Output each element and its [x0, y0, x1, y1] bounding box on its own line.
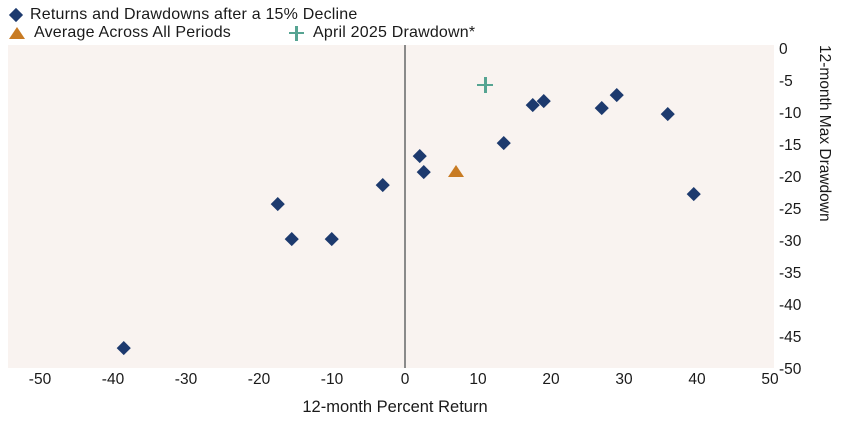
x-tick-label: -30 — [174, 371, 198, 388]
x-tick-label: -50 — [28, 371, 52, 388]
legend-label-average: Average Across All Periods — [34, 24, 232, 41]
x-tick-label: 20 — [542, 371, 560, 388]
x-tick-label: -40 — [101, 371, 125, 388]
y-tick-label: -35 — [779, 265, 802, 282]
y-tick-label: -25 — [779, 201, 802, 218]
y-axis-title: 12-month Max Drawdown — [816, 45, 833, 222]
plus-legend-icon — [289, 25, 304, 41]
zero-reference-line — [404, 45, 406, 368]
x-tick-label: 30 — [615, 371, 633, 388]
x-axis-title: 12-month Percent Return — [302, 398, 488, 416]
average-triangle-marker — [448, 164, 465, 177]
y-tick-label: -10 — [779, 105, 802, 122]
april-2025-plus-marker — [477, 77, 494, 94]
y-tick-label: -30 — [779, 233, 802, 250]
x-tick-label: -10 — [320, 371, 344, 388]
y-tick-label: 0 — [779, 41, 788, 58]
y-tick-label: -20 — [779, 169, 802, 186]
x-tick-label: -20 — [247, 371, 271, 388]
y-tick-label: -40 — [779, 297, 802, 314]
y-tick-label: -15 — [779, 137, 802, 154]
legend-label-returns: Returns and Drawdowns after a 15% Declin… — [30, 6, 358, 23]
x-tick-label: 40 — [688, 371, 706, 388]
x-tick-label: 10 — [469, 371, 487, 388]
y-tick-label: -5 — [779, 73, 793, 90]
x-tick-label: 50 — [761, 371, 779, 388]
legend-row-3: April 2025 Drawdown* — [289, 24, 475, 42]
plot-area — [8, 45, 774, 368]
legend-row-2: Average Across All Periods — [9, 24, 231, 42]
legend-row-1: Returns and Drawdowns after a 15% Declin… — [8, 6, 358, 24]
x-tick-label: 0 — [400, 371, 410, 388]
y-tick-label: -50 — [779, 361, 802, 378]
diamond-legend-icon — [8, 7, 24, 23]
legend-label-april: April 2025 Drawdown* — [313, 24, 476, 41]
triangle-legend-icon — [9, 27, 25, 39]
y-tick-label: -45 — [779, 329, 802, 346]
